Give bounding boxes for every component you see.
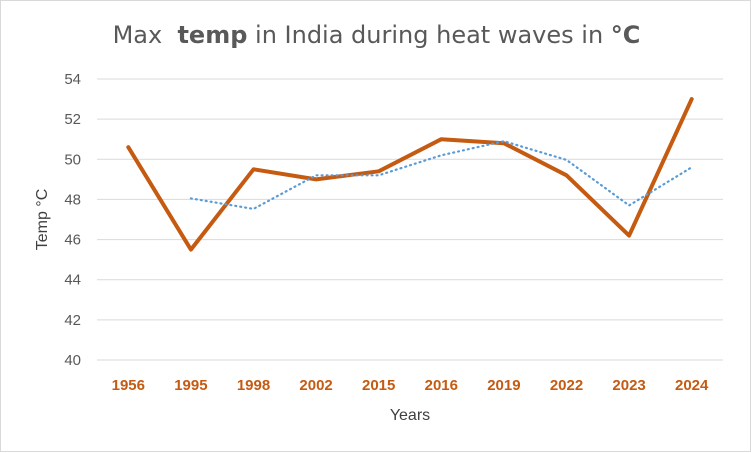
series-line-solid [126, 97, 694, 252]
chart-title-part: °C [610, 21, 641, 49]
x-tick-label: 2002 [299, 377, 332, 394]
y-tick-label: 54 [64, 71, 81, 88]
y-axis-title: Temp °C [34, 189, 51, 251]
chart-title-part: Max [112, 21, 178, 49]
x-tick-label: 1998 [237, 377, 270, 394]
trend-point [316, 175, 317, 176]
x-axis-title: Years [390, 407, 430, 424]
x-tick-label: 2019 [487, 377, 520, 394]
chart-title-part: temp [177, 21, 248, 49]
chart-title: Max temp in India during heat waves in °… [1, 21, 751, 49]
x-tick-label: 2024 [675, 377, 709, 394]
data-point [566, 175, 567, 176]
trend-point [441, 155, 442, 156]
x-tick-label: 1956 [112, 377, 145, 394]
x-tick-label: 2022 [550, 377, 583, 394]
data-point [128, 147, 129, 148]
x-tick-label: 2015 [362, 377, 395, 394]
trend-point [503, 141, 504, 142]
data-point [316, 179, 317, 180]
trend-point [190, 198, 191, 199]
y-tick-label: 42 [64, 312, 81, 329]
data-point [629, 235, 630, 236]
x-tick-label: 1995 [174, 377, 207, 394]
y-tick-label: 40 [64, 352, 81, 369]
chart-title-part: in India during heat waves in [247, 21, 611, 49]
data-point [253, 169, 254, 170]
data-point [378, 171, 379, 172]
data-point [190, 249, 191, 250]
x-tick-label: 2016 [425, 377, 458, 394]
trend-point [691, 167, 692, 168]
trend-line-dotted [189, 140, 693, 210]
trend-point [566, 159, 567, 160]
y-tick-label: 52 [64, 111, 81, 128]
y-tick-label: 46 [64, 232, 81, 249]
x-tick-label: 2023 [612, 377, 645, 394]
y-tick-label: 48 [64, 191, 81, 208]
trend-point [253, 208, 254, 209]
data-point [503, 143, 504, 144]
trend-point [629, 205, 630, 206]
y-tick-label: 44 [64, 272, 81, 289]
data-point [441, 139, 442, 140]
data-point [691, 99, 692, 100]
y-tick-label: 50 [64, 151, 81, 168]
trend-point [378, 175, 379, 176]
